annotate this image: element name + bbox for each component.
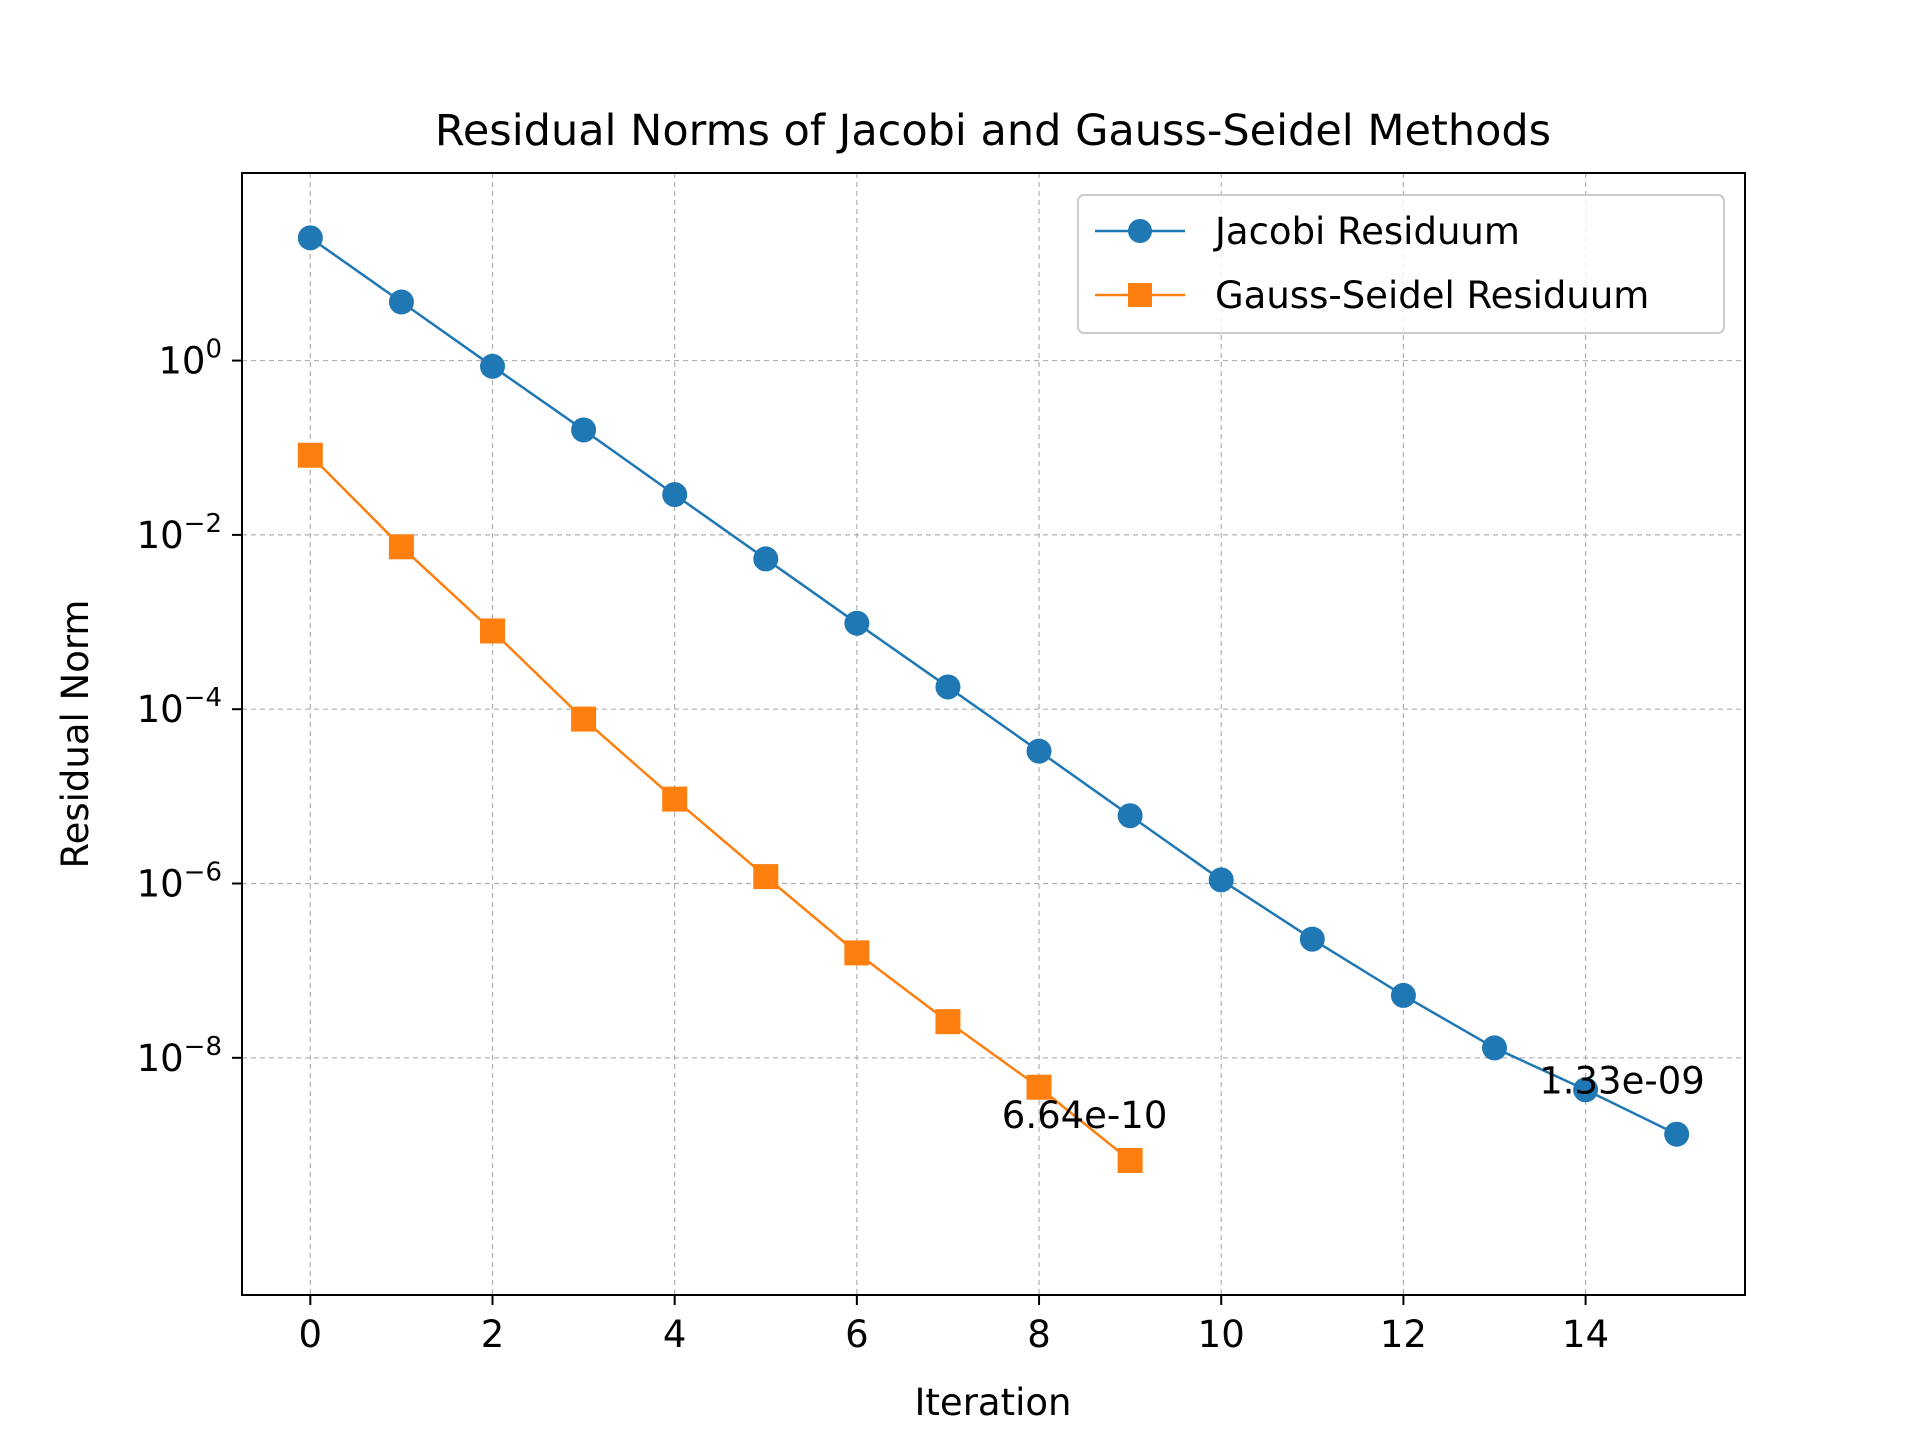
y-tick-label: 100 (158, 335, 222, 383)
data-point (388, 534, 414, 560)
data-point (1299, 926, 1325, 952)
legend-label-gauss-seidel: Gauss-Seidel Residuum (1215, 274, 1649, 317)
data-point (1208, 867, 1234, 893)
chart-title: Residual Norms of Jacobi and Gauss-Seide… (435, 106, 1551, 156)
annotation-label: 1.33e-09 (1539, 1059, 1705, 1102)
data-point (388, 289, 414, 315)
data-point (935, 1009, 961, 1035)
y-tick-label: 10−8 (137, 1032, 222, 1080)
annotations: 6.64e-10 1.33e-09 (1002, 1059, 1705, 1137)
plot-frame (241, 172, 1746, 1296)
data-point (662, 786, 688, 812)
ticks: 0 2 4 6 8 10 12 14 100 10−2 10−4 10−6 10−8 (137, 335, 1610, 1356)
data-point (753, 546, 779, 572)
y-tick-label: 10−4 (137, 683, 222, 731)
data-point (844, 940, 870, 966)
data-point (480, 353, 505, 379)
data-point (1664, 1121, 1690, 1147)
data-point (753, 864, 779, 890)
data-point (480, 618, 505, 644)
data-point (571, 706, 597, 732)
x-axis-label: Iteration (915, 1381, 1072, 1424)
legend-box (1077, 194, 1725, 334)
y-tick-label: 10−6 (137, 858, 222, 906)
x-tick-label: 4 (663, 1313, 687, 1356)
x-tick-label: 12 (1380, 1313, 1427, 1356)
data-point (1117, 1147, 1143, 1173)
data-point (844, 610, 870, 636)
x-tick-label: 2 (481, 1313, 505, 1356)
x-tick-label: 10 (1198, 1313, 1245, 1356)
data-point (297, 225, 323, 251)
series-line (309, 236, 1678, 1136)
data-point (1026, 1074, 1052, 1100)
legend: Jacobi Residuum Gauss-Seidel Residuum (1077, 194, 1725, 334)
series-jacobi (297, 225, 1690, 1147)
data-point (1573, 1077, 1599, 1103)
data-point (935, 674, 961, 700)
y-axis-label: Residual Norm (54, 600, 97, 869)
data-point (1482, 1035, 1507, 1061)
y-tick-label: 10−2 (137, 509, 222, 557)
annotation-label: 6.64e-10 (1002, 1094, 1168, 1137)
data-point (297, 442, 323, 468)
data-point (1390, 982, 1416, 1008)
data-point (662, 482, 688, 508)
series-gauss-seidel (297, 442, 1143, 1173)
data-point (571, 417, 597, 443)
legend-marker-jacobi (1128, 219, 1152, 243)
x-tick-label: 8 (1027, 1313, 1051, 1356)
series-line (309, 454, 1131, 1162)
x-tick-label: 14 (1562, 1313, 1609, 1356)
series-layer (297, 225, 1690, 1173)
legend-label-jacobi: Jacobi Residuum (1213, 210, 1520, 253)
legend-marker-gauss-seidel (1128, 283, 1152, 307)
data-point (1117, 803, 1143, 829)
x-tick-label: 6 (845, 1313, 869, 1356)
data-point (1026, 738, 1052, 764)
x-tick-label: 0 (299, 1313, 323, 1356)
